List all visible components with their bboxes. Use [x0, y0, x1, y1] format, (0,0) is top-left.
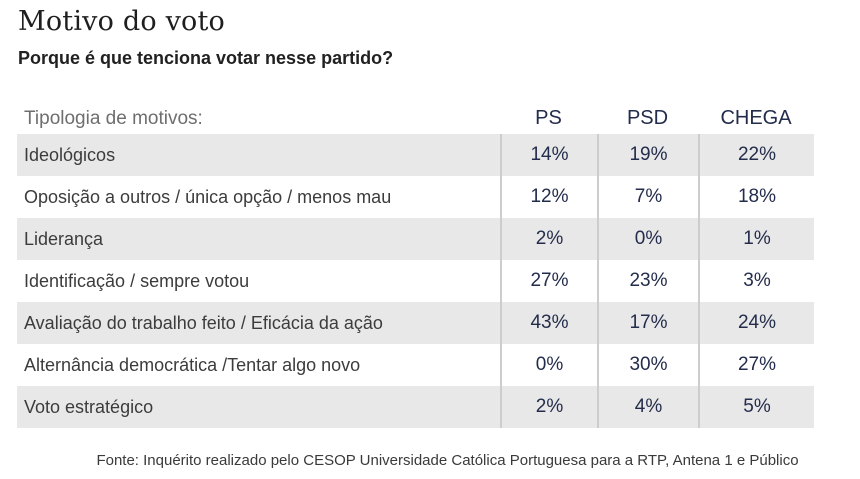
value-cell-psd: 30% — [597, 344, 698, 386]
value-cell-chega: 18% — [698, 176, 814, 218]
page-title: Motivo do voto — [18, 6, 226, 37]
table-row: Liderança 2% 0% 1% — [17, 218, 814, 260]
value-cell-ps: 27% — [500, 260, 597, 302]
column-header-ps: PS — [535, 107, 562, 129]
table-row: Ideológicos 14% 19% 22% — [17, 134, 814, 176]
table-row: Oposição a outros / única opção / menos … — [17, 176, 814, 218]
value-cell-psd: 4% — [597, 386, 698, 428]
column-header-psd: PSD — [626, 107, 669, 129]
table-body: Ideológicos 14% 19% 22% Oposição a outro… — [17, 134, 814, 428]
value-cell-psd: 23% — [597, 260, 698, 302]
row-label: Liderança — [24, 228, 104, 249]
value-cell-ps: 43% — [500, 302, 597, 344]
value-cell-ps: 14% — [500, 134, 597, 176]
table-header-row: Tipologia de motivos: PS PSD CHEGA — [17, 103, 814, 134]
value-cell-chega: 27% — [698, 344, 814, 386]
row-label: Oposição a outros / única opção / menos … — [24, 186, 392, 207]
value-cell-psd: 19% — [597, 134, 698, 176]
value-cell-psd: 17% — [597, 302, 698, 344]
row-label: Ideológicos — [24, 144, 116, 165]
value-cell-chega: 22% — [698, 134, 814, 176]
value-cell-chega: 1% — [698, 218, 814, 260]
row-label: Alternância democrática /Tentar algo nov… — [24, 354, 361, 375]
column-header-chega: CHEGA — [720, 107, 792, 129]
table-row: Avaliação do trabalho feito / Eficácia d… — [17, 302, 814, 344]
value-cell-ps: 2% — [500, 386, 597, 428]
page-subtitle: Porque é que tenciona votar nesse partid… — [18, 48, 394, 68]
typology-label: Tipologia de motivos: — [24, 107, 203, 129]
source-note: Fonte: Inquérito realizado pelo CESOP Un… — [96, 452, 799, 469]
value-cell-psd: 7% — [597, 176, 698, 218]
table-row: Identificação / sempre votou 27% 23% 3% — [17, 260, 814, 302]
value-cell-chega: 24% — [698, 302, 814, 344]
row-label: Avaliação do trabalho feito / Eficácia d… — [24, 312, 383, 333]
value-cell-ps: 2% — [500, 218, 597, 260]
value-cell-chega: 5% — [698, 386, 814, 428]
table-row: Alternância democrática /Tentar algo nov… — [17, 344, 814, 386]
row-label: Identificação / sempre votou — [24, 270, 250, 291]
value-cell-chega: 3% — [698, 260, 814, 302]
value-cell-psd: 0% — [597, 218, 698, 260]
row-label: Voto estratégico — [24, 396, 154, 417]
value-cell-ps: 12% — [500, 176, 597, 218]
value-cell-ps: 0% — [500, 344, 597, 386]
table-row: Voto estratégico 2% 4% 5% — [17, 386, 814, 428]
motives-table: Tipologia de motivos: PS PSD CHEGA Ideol… — [17, 103, 814, 428]
